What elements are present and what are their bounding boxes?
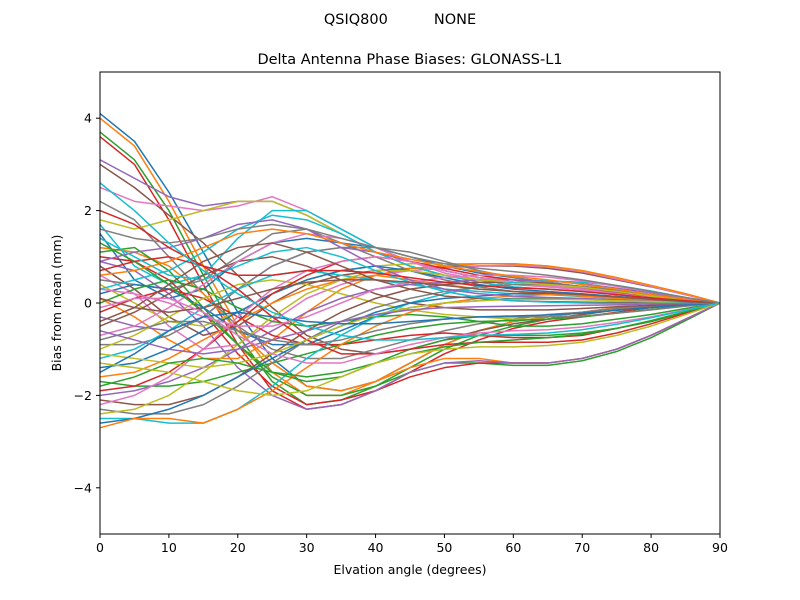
y-tick-label: 2: [84, 203, 92, 218]
y-tick-label: 4: [84, 111, 92, 126]
x-tick-label: 20: [230, 540, 246, 555]
series-lines: [100, 112, 720, 429]
chart-title: Delta Antenna Phase Biases: GLONASS-L1: [257, 52, 562, 68]
y-tick-label: −4: [74, 480, 92, 495]
series-line-s57: [100, 297, 720, 364]
series-line-s51: [100, 302, 720, 373]
series-line-s39: [100, 269, 720, 415]
y-axis-label: Bias from mean (mm): [49, 235, 64, 372]
x-tick-label: 80: [643, 540, 659, 555]
x-tick-label: 10: [161, 540, 177, 555]
series-line-s59: [100, 302, 720, 397]
x-tick-label: 60: [505, 540, 521, 555]
y-tick-label: 0: [84, 296, 92, 311]
y-tick-label: −2: [74, 388, 92, 403]
series-line-s54: [100, 209, 720, 304]
series-line-s48: [100, 302, 720, 346]
series-line-s23: [100, 279, 720, 327]
series-line-s38: [100, 283, 720, 415]
x-tick-label: 50: [436, 540, 452, 555]
series-line-s52: [100, 228, 720, 304]
x-axis-label: Elvation angle (degrees): [333, 562, 486, 577]
series-line-s49: [100, 298, 720, 369]
figure-suptitle: QSIQ800 NONE: [324, 12, 476, 28]
x-tick-label: 30: [299, 540, 315, 555]
series-line-s60: [100, 182, 720, 341]
x-tick-label: 90: [712, 540, 728, 555]
series-line-s58: [100, 223, 720, 304]
x-tick-label: 70: [574, 540, 590, 555]
x-tick-label: 40: [368, 540, 384, 555]
x-axis: 0 10 20 30 40 50 60 70 80 90: [96, 534, 728, 555]
series-line-s37: [100, 256, 720, 406]
series-line-s56: [100, 279, 720, 313]
series-line-s46: [100, 242, 720, 323]
x-tick-label: 0: [96, 540, 104, 555]
y-axis: −4 −2 0 2 4: [74, 111, 100, 495]
series-line-s55: [100, 302, 720, 355]
